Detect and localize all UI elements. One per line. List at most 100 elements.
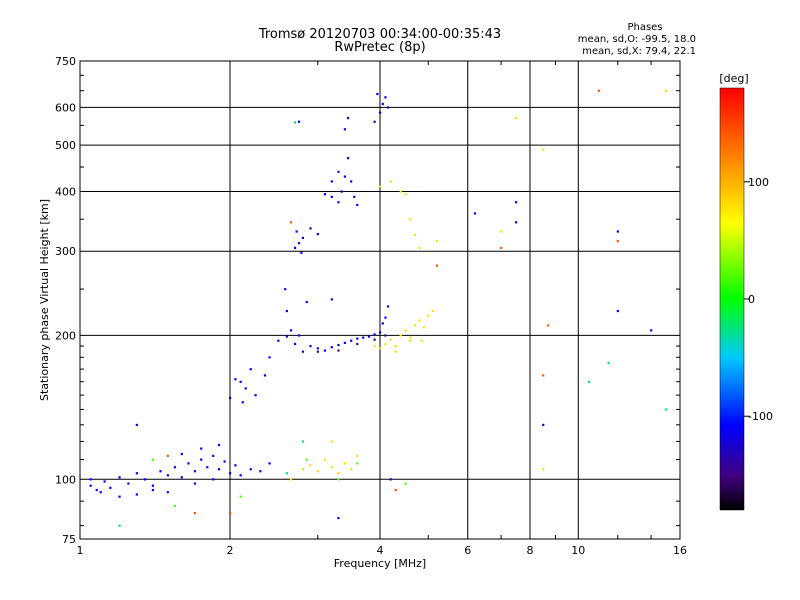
plot-frame <box>79 60 681 540</box>
data-point <box>542 374 545 377</box>
data-point <box>118 524 121 527</box>
data-point <box>665 89 668 92</box>
data-point <box>212 478 215 481</box>
data-point <box>356 203 359 207</box>
phase-stats-header: Phases <box>627 22 662 33</box>
data-point <box>99 491 102 494</box>
data-point <box>373 338 376 341</box>
data-point <box>404 482 407 485</box>
data-point <box>239 474 242 477</box>
data-point <box>379 111 382 114</box>
y-axis-ticks: 75 100 200 300 400 500 600 750 <box>55 55 680 546</box>
data-point <box>413 233 417 236</box>
data-point <box>316 232 319 236</box>
data-point <box>330 346 333 349</box>
data-point <box>404 329 407 332</box>
data-point <box>427 314 430 317</box>
data-point <box>285 309 288 313</box>
data-point <box>330 298 333 301</box>
data-point <box>650 329 653 332</box>
data-point <box>384 334 387 337</box>
data-point <box>268 356 271 359</box>
data-point <box>109 486 112 489</box>
data-point <box>151 458 155 461</box>
data-point <box>217 468 221 471</box>
data-point <box>259 470 262 473</box>
y-axis-label: Stationary phase Virtual Height [km] <box>38 199 51 401</box>
data-point <box>616 230 619 233</box>
data-point <box>297 334 301 337</box>
data-point <box>263 374 267 377</box>
data-point <box>422 326 426 329</box>
data-point <box>297 242 301 245</box>
data-point <box>350 468 353 471</box>
data-point <box>515 116 518 120</box>
x-tick-label: 1 <box>77 544 84 557</box>
phase-stats-o: mean, sd,O: -99.5, 18.0 <box>578 34 696 45</box>
data-point <box>159 470 162 473</box>
data-point <box>337 516 340 520</box>
data-point <box>234 464 237 467</box>
colorbar-label: [deg] <box>719 72 748 85</box>
data-point <box>337 170 340 173</box>
data-point <box>356 462 359 465</box>
data-point <box>542 423 545 427</box>
data-points <box>89 89 668 527</box>
data-point <box>389 338 392 341</box>
data-point <box>409 339 412 342</box>
data-point <box>409 336 412 339</box>
data-point <box>340 190 343 193</box>
data-point <box>435 240 438 243</box>
x-tick-label: 8 <box>527 544 534 557</box>
data-point <box>229 512 232 515</box>
data-point <box>309 464 312 467</box>
data-point <box>166 474 169 477</box>
data-point <box>418 319 421 322</box>
data-point <box>542 468 545 471</box>
y-tick-label: 750 <box>55 55 76 68</box>
data-point <box>399 190 402 193</box>
data-point <box>384 342 387 346</box>
y-tick-label: 600 <box>55 101 76 114</box>
y-tick-label: 300 <box>55 245 76 258</box>
data-point <box>285 335 288 338</box>
data-point <box>384 96 387 99</box>
data-point <box>500 230 503 233</box>
data-point <box>118 495 121 498</box>
data-point <box>173 504 177 508</box>
colorbar-ticks: 100 0 -100 <box>744 176 773 423</box>
data-point <box>143 478 147 481</box>
data-point <box>323 193 327 196</box>
data-point <box>293 246 297 249</box>
data-point <box>254 394 257 397</box>
data-point <box>547 324 550 327</box>
colorbar <box>719 87 745 511</box>
data-point <box>89 478 92 481</box>
data-point <box>193 512 197 515</box>
data-point <box>330 466 333 469</box>
data-point <box>373 345 376 348</box>
data-point <box>473 212 477 215</box>
data-point <box>362 336 365 339</box>
chart-title: Tromsø 20120703 00:34:00-00:35:43 <box>258 27 501 42</box>
chart-subtitle: RwPretec (8p) <box>334 40 425 55</box>
data-point <box>323 458 327 461</box>
data-point <box>337 472 340 475</box>
data-point <box>103 480 106 483</box>
data-point <box>229 396 232 400</box>
data-point <box>346 116 350 120</box>
x-axis-ticks: 1 2 4 6 8 10 16 <box>77 61 687 557</box>
data-point <box>367 335 371 338</box>
data-point <box>386 305 390 308</box>
data-point <box>399 334 402 337</box>
data-point <box>356 454 359 457</box>
data-point <box>337 349 340 352</box>
data-point <box>151 488 155 492</box>
data-point <box>330 440 333 443</box>
data-point <box>316 470 319 473</box>
data-point <box>249 468 252 471</box>
x-tick-label: 10 <box>571 544 585 557</box>
x-tick-label: 6 <box>464 544 471 557</box>
data-point <box>665 408 668 411</box>
data-point <box>418 246 421 249</box>
